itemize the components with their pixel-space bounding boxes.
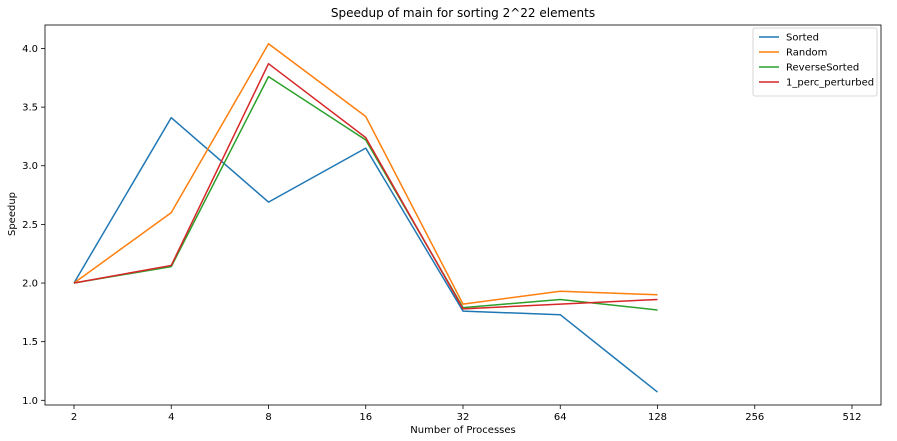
legend-box: [752, 27, 878, 97]
y-tick-label: 2.0: [22, 279, 38, 290]
x-tick-label: 256: [745, 412, 764, 423]
x-axis-label: Number of Processes: [410, 425, 515, 436]
x-tick-label: 128: [648, 412, 667, 423]
y-tick-label: 1.0: [22, 396, 38, 407]
chart-title: Speedup of main for sorting 2^22 element…: [331, 6, 595, 20]
y-tick-label: 1.5: [22, 337, 38, 348]
series-line: [73, 62, 658, 310]
y-axis-label: Speedup: [7, 192, 18, 236]
legend: Sorted Random ReverseSorted 1_perc_perturbe…: [752, 27, 878, 97]
y-tick-label: 3.0: [22, 161, 38, 172]
x-tick-label: 16: [359, 412, 372, 423]
x-tick-label: 2: [71, 412, 77, 423]
x-axis: 2 4 8 16 32 64 128 256 512: [71, 405, 862, 423]
legend-label: 1_perc_perturbed: [786, 78, 874, 89]
x-tick-label: 64: [554, 412, 567, 423]
series-line: [73, 116, 658, 393]
series-line: [73, 75, 658, 311]
y-tick-label: 2.5: [22, 220, 38, 231]
y-tick-label: 4.0: [22, 44, 38, 55]
x-tick-label: 8: [265, 412, 271, 423]
legend-label: ReverseSorted: [786, 63, 859, 74]
series-line: [73, 43, 658, 305]
y-axis: 1.0 1.5 2.0 2.5 3.0 3.5 4.0: [22, 44, 45, 407]
x-tick-label: 4: [168, 412, 174, 423]
x-tick-label: 512: [842, 412, 861, 423]
legend-label: Random: [786, 48, 827, 59]
y-tick-label: 3.5: [22, 103, 38, 114]
series-lines: [73, 43, 658, 393]
x-tick-label: 32: [457, 412, 470, 423]
legend-label: Sorted: [786, 33, 819, 44]
